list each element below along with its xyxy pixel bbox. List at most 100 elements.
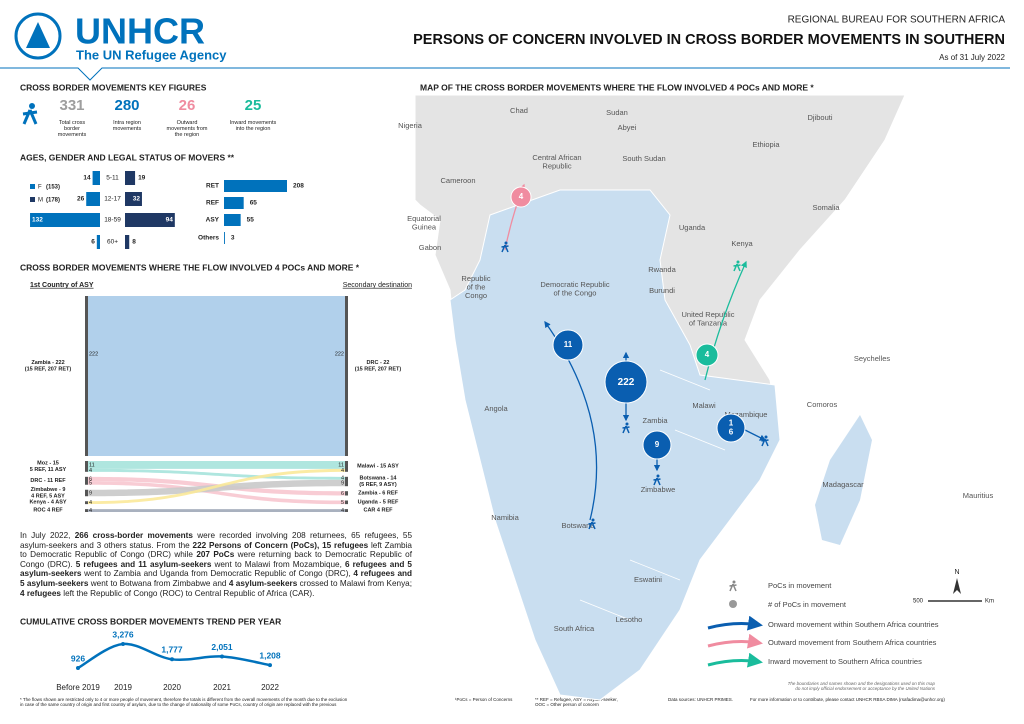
- country-label-line: Mauritius: [963, 491, 994, 500]
- country-label-line: Botswana: [562, 521, 596, 530]
- country-label-line: Ethiopia: [752, 140, 780, 149]
- icon-body: [761, 438, 769, 447]
- node-label-line: DRC - 22: [367, 360, 390, 366]
- node: [85, 489, 88, 497]
- country-label: Botswana: [562, 521, 596, 530]
- legend-symbol: [729, 600, 737, 608]
- icon-head: [625, 422, 629, 426]
- bubble-label-line: 222: [618, 377, 635, 388]
- flow-value: 222: [335, 351, 344, 357]
- flow-value: 222: [89, 351, 98, 357]
- node-label-line: Kenya - 4 ASY: [29, 500, 66, 506]
- paragraph-run: 266 cross-border movements: [74, 531, 193, 540]
- bubble-label-line: 6: [729, 428, 734, 437]
- female-bar: [86, 192, 100, 206]
- legend-arrow: [707, 615, 763, 631]
- key-figure-label-line: movements: [113, 126, 142, 132]
- bubble: [552, 329, 584, 361]
- sankey-heading: Secondary destination: [343, 282, 412, 289]
- legend-label: Outward movement from Southern Africa co…: [768, 638, 937, 647]
- key-figure-value: 26: [179, 97, 196, 114]
- person-icon: [729, 580, 737, 592]
- country-label-line: of Tanzania: [689, 318, 728, 327]
- female-bar: [96, 235, 100, 249]
- country-label-line: Abyei: [618, 123, 637, 132]
- key-figure-label-line: the region: [175, 132, 199, 138]
- bubble-label-line: 11: [564, 340, 573, 349]
- female-bar: [92, 171, 100, 185]
- flow-value: 4: [89, 468, 92, 474]
- key-figure-label: Outward movements from the region: [167, 120, 208, 138]
- madagascar: [815, 415, 872, 545]
- country-label: Ethiopia: [752, 140, 780, 149]
- bubble-label: 4: [705, 350, 710, 359]
- trend-point: [220, 654, 224, 659]
- country-label-line: South Sudan: [622, 154, 665, 163]
- icon-head: [504, 241, 508, 245]
- bubble: [642, 430, 672, 460]
- bubble-label: 11: [564, 340, 573, 349]
- north-arrow: [953, 578, 961, 594]
- country-label: Malawi: [692, 401, 716, 410]
- paragraph-run: 4 asylum-seekers: [228, 578, 298, 588]
- country-label: Mauritius: [963, 491, 994, 500]
- country-label: Seychelles: [854, 354, 891, 363]
- legend-label: Onward movement within Southern Africa c…: [768, 620, 939, 629]
- disclaimer-line: do not imply official endorsement or acc…: [795, 686, 935, 691]
- country-label: Sudan: [606, 108, 628, 117]
- paragraph-run: left the Republic of Congo (ROC) to Cent…: [60, 588, 315, 598]
- country-label-line: of the Congo: [554, 288, 597, 297]
- country-label-line: Central African: [532, 153, 581, 162]
- country-label-line: Eswatini: [634, 575, 662, 584]
- footnote: Data sources: UNHCR PRIMES.: [668, 697, 733, 702]
- icon-head: [591, 518, 595, 522]
- country-label: Equatorial Guinea: [407, 214, 441, 232]
- male-bar: [125, 192, 142, 206]
- bubble: [604, 360, 648, 404]
- node-label: Botswana - 14 (5 REF, 9 ASY): [359, 476, 397, 489]
- flow-value: 4: [341, 476, 344, 482]
- person-icon: [588, 518, 596, 530]
- node-label-line: 5 REF, 11 ASY: [30, 467, 67, 473]
- country-label: Nigeria: [398, 121, 423, 130]
- legend-label: Inward movement to Southern Africa count…: [768, 657, 922, 666]
- bubble-label: 222: [618, 377, 635, 388]
- bubble-label-line: 1: [729, 419, 734, 428]
- key-figure-label-line: Inward movements: [230, 120, 277, 126]
- icon-body: [588, 521, 596, 530]
- country-label: Cameroon: [440, 176, 475, 185]
- status-value: 55: [247, 217, 255, 224]
- footnote: * The flows shown are restricted only to…: [20, 697, 348, 707]
- trend-category: 2022: [261, 683, 279, 692]
- node: [345, 500, 348, 505]
- person-icon: [653, 474, 661, 486]
- country-label-line: Uganda: [679, 223, 706, 232]
- paragraph-run: crossed to Malawi from Kenya;: [297, 578, 412, 588]
- flow: [88, 296, 345, 457]
- country-label: United Republic of Tanzania: [682, 310, 735, 328]
- border: [674, 429, 726, 451]
- flow: [88, 468, 345, 480]
- trend-point: [121, 642, 125, 646]
- bubble: [695, 343, 719, 367]
- age-group: 12-17: [104, 196, 121, 203]
- legend-label: PoCs in movement: [768, 581, 832, 590]
- sankey-heading: 1st Country of ASY: [30, 282, 94, 289]
- male-bar: [125, 171, 136, 185]
- status-bar: [224, 180, 287, 192]
- trend-value: 1,777: [161, 645, 183, 655]
- node-label-line: (5 REF, 9 ASY): [359, 482, 397, 488]
- country-label: Zambia: [642, 416, 668, 425]
- male-value: 32: [133, 196, 141, 203]
- node-label-line: Malawi - 15 ASY: [357, 464, 399, 470]
- node-label-line: 4 REF, 5 ASY: [31, 494, 65, 500]
- node: [85, 296, 88, 457]
- node-label: Zambia - 222 (15 REF, 207 RET): [25, 360, 72, 373]
- male-bar: [125, 213, 175, 227]
- country-label: Namibia: [491, 513, 519, 522]
- status-label: ASY: [206, 217, 220, 224]
- country-label: Eswatini: [634, 575, 662, 584]
- node-label-line: (15 REF, 207 RET): [25, 367, 72, 373]
